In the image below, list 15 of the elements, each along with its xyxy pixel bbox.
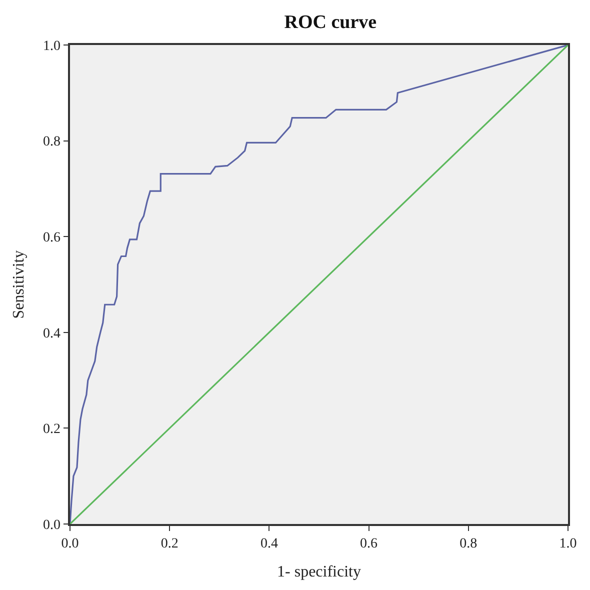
x-tick-label: 0.0 bbox=[61, 536, 79, 552]
y-axis-title: Sensitivity bbox=[10, 250, 28, 319]
x-tick-label: 0.6 bbox=[360, 536, 378, 552]
x-tick-label: 0.2 bbox=[160, 536, 178, 552]
y-tick-label: 0.4 bbox=[42, 326, 60, 342]
y-tick-label: 1.0 bbox=[42, 38, 60, 54]
x-tick-label: 1.0 bbox=[559, 536, 577, 552]
y-tick-label: 0.6 bbox=[42, 230, 60, 246]
y-tick-label: 0.8 bbox=[42, 134, 60, 150]
x-axis-title: 1- specificity bbox=[277, 564, 361, 581]
chart-title: ROC curve bbox=[284, 12, 377, 34]
x-tick-label: 0.4 bbox=[260, 536, 278, 552]
y-tick-label: 0.0 bbox=[42, 518, 60, 533]
y-tick-label: 0.2 bbox=[42, 422, 60, 438]
x-tick-label: 0.8 bbox=[460, 536, 478, 552]
